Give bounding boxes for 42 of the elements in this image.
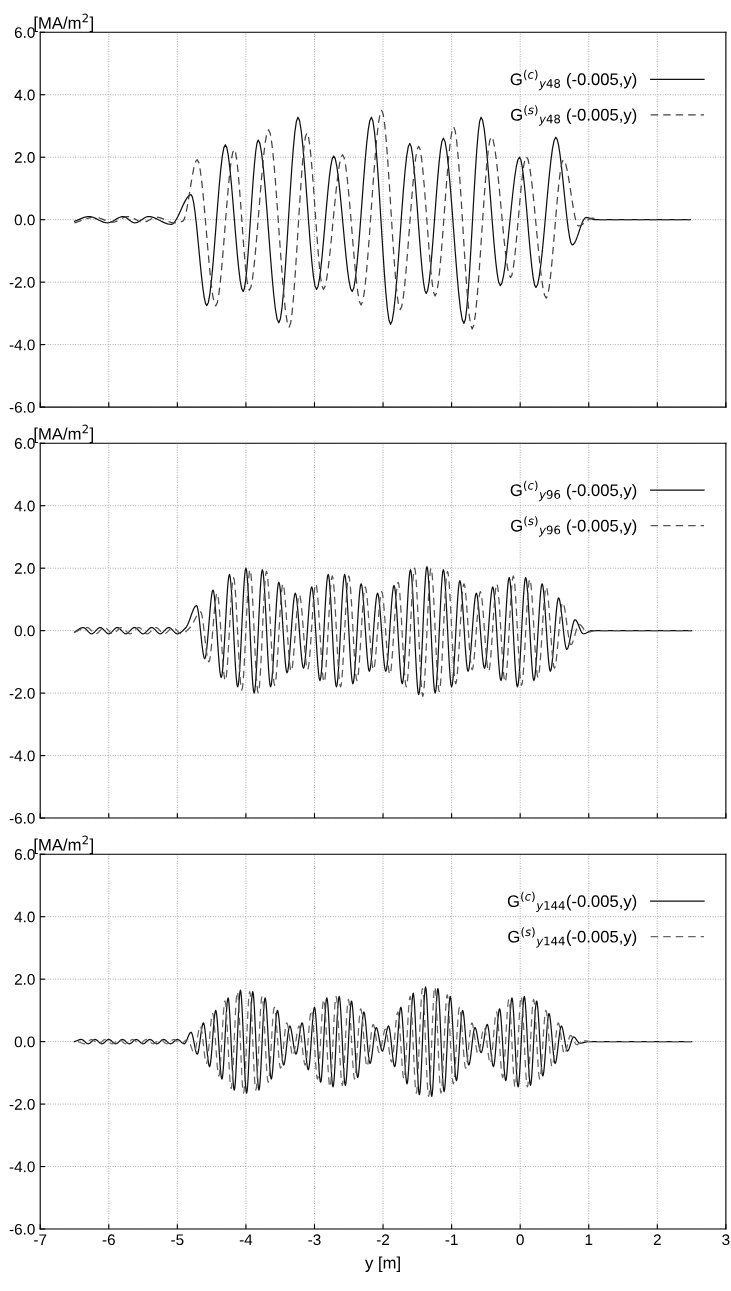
y-tick-label: 6.0 <box>14 27 35 38</box>
x-tick-label: -2 <box>376 1234 390 1245</box>
y-tick-label: -4.0 <box>9 339 35 351</box>
y-tick-label: 2.0 <box>14 563 35 574</box>
y-tick-label: -6.0 <box>9 1223 35 1235</box>
y-tick-label: 0.0 <box>14 1036 35 1048</box>
legend-label: G$^{(c)}$$_{y48}$ (-0.005,y) <box>510 69 637 91</box>
y-tick-label: 2.0 <box>14 974 35 985</box>
y-tick-label: 0.0 <box>14 214 35 226</box>
x-tick-label: -7 <box>34 1234 47 1245</box>
y-tick-label: -2.0 <box>9 687 35 699</box>
y-axis-title: [MA/m$^{2}$] <box>34 835 93 855</box>
y-tick-label: -4.0 <box>9 750 35 762</box>
x-tick-label: 3 <box>722 1234 730 1246</box>
y-tick-label: 4.0 <box>14 89 35 101</box>
x-tick-label: -5 <box>171 1234 184 1246</box>
y-tick-label: 0.0 <box>14 625 35 637</box>
y-tick-label: 6.0 <box>14 438 35 449</box>
x-tick-label: 2 <box>653 1234 661 1245</box>
y-tick-label: 6.0 <box>14 849 35 860</box>
legend-label: G$^{(s)}$$_{y144}$(-0.005,y) <box>508 927 637 948</box>
x-tick-label: -1 <box>445 1234 458 1245</box>
x-tick-label: -3 <box>308 1234 321 1246</box>
x-axis-title: y [m] <box>365 1256 400 1272</box>
y-tick-label: 4.0 <box>14 500 35 512</box>
x-tick-label: -6 <box>102 1234 115 1246</box>
y-tick-label: -4.0 <box>9 1161 35 1173</box>
y-axis-title: [MA/m$^{2}$] <box>34 13 93 33</box>
y-tick-label: -6.0 <box>9 401 35 413</box>
x-tick-label: -4 <box>239 1234 253 1245</box>
y-axis-title: [MA/m$^{2}$] <box>34 424 93 444</box>
y-tick-label: 2.0 <box>14 152 35 163</box>
y-tick-label: -2.0 <box>9 1098 35 1110</box>
legend-label: G$^{(s)}$$_{y48}$ (-0.005,y) <box>511 105 637 126</box>
legend-label: G$^{(c)}$$_{y144}$(-0.005,y) <box>507 891 637 913</box>
x-tick-label: 1 <box>585 1234 593 1245</box>
legend-label: G$^{(s)}$$_{y96}$ (-0.005,y) <box>511 516 637 537</box>
y-tick-label: -2.0 <box>9 277 35 288</box>
x-tick-label: 0 <box>516 1234 524 1246</box>
y-tick-label: 4.0 <box>14 911 35 923</box>
legend-label: G$^{(c)}$$_{y96}$ (-0.005,y) <box>510 480 637 502</box>
y-tick-label: -6.0 <box>9 812 35 824</box>
